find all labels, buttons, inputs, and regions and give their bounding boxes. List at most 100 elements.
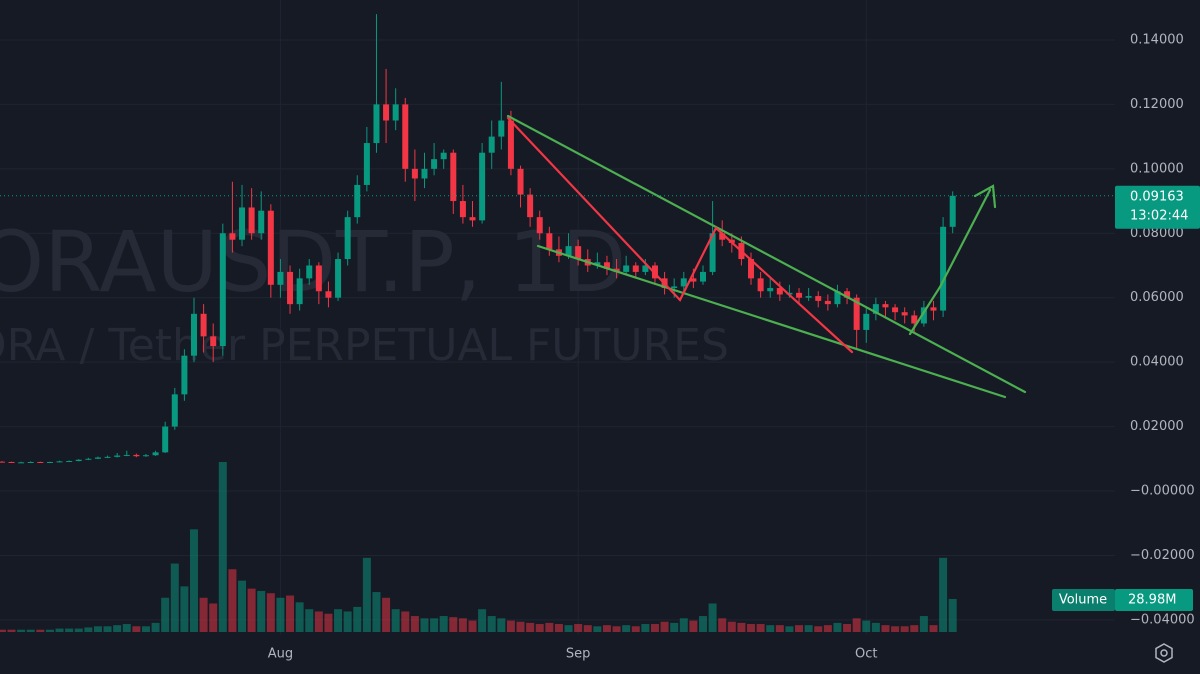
volume-bar: [602, 625, 611, 632]
candle-body: [383, 104, 390, 121]
candle-body: [844, 291, 851, 298]
volume-bar: [919, 616, 928, 632]
candle-body: [517, 168, 524, 195]
x-tick-label: Oct: [855, 647, 877, 662]
candle-body: [565, 246, 572, 256]
candle-body: [479, 152, 486, 221]
candle-body: [325, 291, 332, 298]
candle-body: [229, 233, 236, 240]
candle-body: [603, 262, 610, 269]
volume-bar: [564, 625, 573, 632]
volume-bar: [180, 586, 189, 632]
last-price-label: 0.09163: [1130, 189, 1184, 204]
volume-bar: [910, 625, 919, 632]
candle-body: [0, 461, 5, 463]
candle-body: [949, 195, 956, 227]
volume-bar: [382, 597, 391, 632]
volume-bar: [0, 629, 6, 632]
volume-bar: [7, 629, 16, 632]
trend-line: [536, 244, 1007, 399]
candle-body: [104, 456, 111, 458]
volume-bar: [737, 622, 746, 632]
volume-bar: [593, 626, 602, 632]
y-tick-label: 0.12000: [1130, 97, 1184, 112]
candle-body: [431, 159, 438, 169]
candle-body: [901, 312, 908, 316]
volume-bar: [756, 624, 765, 632]
volume-bar: [228, 569, 237, 632]
volume-bar: [516, 621, 525, 632]
volume-bar: [420, 618, 429, 632]
candle-body: [815, 296, 822, 301]
volume-bar: [93, 626, 102, 632]
volume-bar: [487, 616, 496, 632]
volume-bar: [36, 629, 45, 632]
drawings: [506, 114, 1027, 399]
candle-body: [805, 296, 812, 298]
candle-body: [190, 313, 197, 356]
volume-bar: [929, 625, 938, 632]
volume-bar: [795, 625, 804, 632]
candle-body: [258, 210, 265, 234]
volume-bar: [353, 606, 362, 632]
volume-bar: [583, 625, 592, 632]
candle-body: [239, 207, 246, 240]
volume-bar: [410, 616, 419, 632]
volume-bar: [439, 616, 448, 632]
volume-bar: [535, 624, 544, 632]
candle-body: [335, 259, 342, 298]
volume-bar: [391, 609, 400, 632]
y-tick-label: 0.14000: [1130, 32, 1184, 47]
volume-bar: [362, 557, 371, 632]
volume-value-box: [1115, 589, 1193, 611]
zigzag: [506, 116, 854, 354]
countdown-label: 13:02:44: [1130, 208, 1188, 223]
candle-body: [267, 210, 274, 285]
candle-body: [171, 394, 178, 427]
candle-body: [344, 217, 351, 260]
volume-bar: [84, 627, 93, 632]
arrowhead: [973, 184, 997, 209]
volume-name: Volume: [1059, 593, 1107, 608]
candle-body: [66, 461, 73, 463]
volume-bar: [65, 628, 74, 632]
candle-body: [162, 426, 169, 453]
candle-body: [680, 278, 687, 287]
volume-name-box: [1052, 589, 1115, 611]
candle-body: [94, 457, 101, 459]
candle-body: [940, 226, 947, 311]
candle-body: [930, 307, 937, 311]
settings-icon[interactable]: [1155, 643, 1173, 663]
volume-bar: [199, 597, 208, 632]
candle-body: [767, 288, 774, 292]
candle-body: [8, 462, 15, 464]
candle-body: [373, 104, 380, 144]
candle-body: [75, 459, 82, 462]
volume-bar: [939, 557, 948, 632]
candle-body: [459, 201, 466, 218]
y-tick-label: 0.02000: [1130, 419, 1184, 434]
volume-bar: [545, 622, 554, 632]
x-tick-label: Aug: [268, 647, 293, 662]
candle-body: [911, 315, 918, 324]
volume-bar: [506, 620, 515, 632]
candle-body: [536, 217, 543, 234]
watermark: ORAUSDT.P, 1D: [0, 213, 626, 311]
volume-bar: [26, 629, 35, 632]
candle-body: [469, 217, 476, 221]
candle-body: [651, 265, 658, 279]
volume-pane: [0, 462, 957, 632]
volume-bar: [689, 620, 698, 632]
volume-bar: [305, 609, 314, 632]
volume-bar: [449, 617, 458, 632]
candle-body: [421, 168, 428, 179]
volume-value-label: 28.98M: [1128, 593, 1176, 608]
volume-bar: [574, 624, 583, 632]
volume-bar: [343, 611, 352, 632]
volume-bar: [334, 609, 343, 632]
candle-body: [181, 355, 188, 395]
volume-bar: [122, 624, 131, 632]
volume-bar: [948, 598, 957, 632]
volume-bar: [55, 628, 64, 632]
